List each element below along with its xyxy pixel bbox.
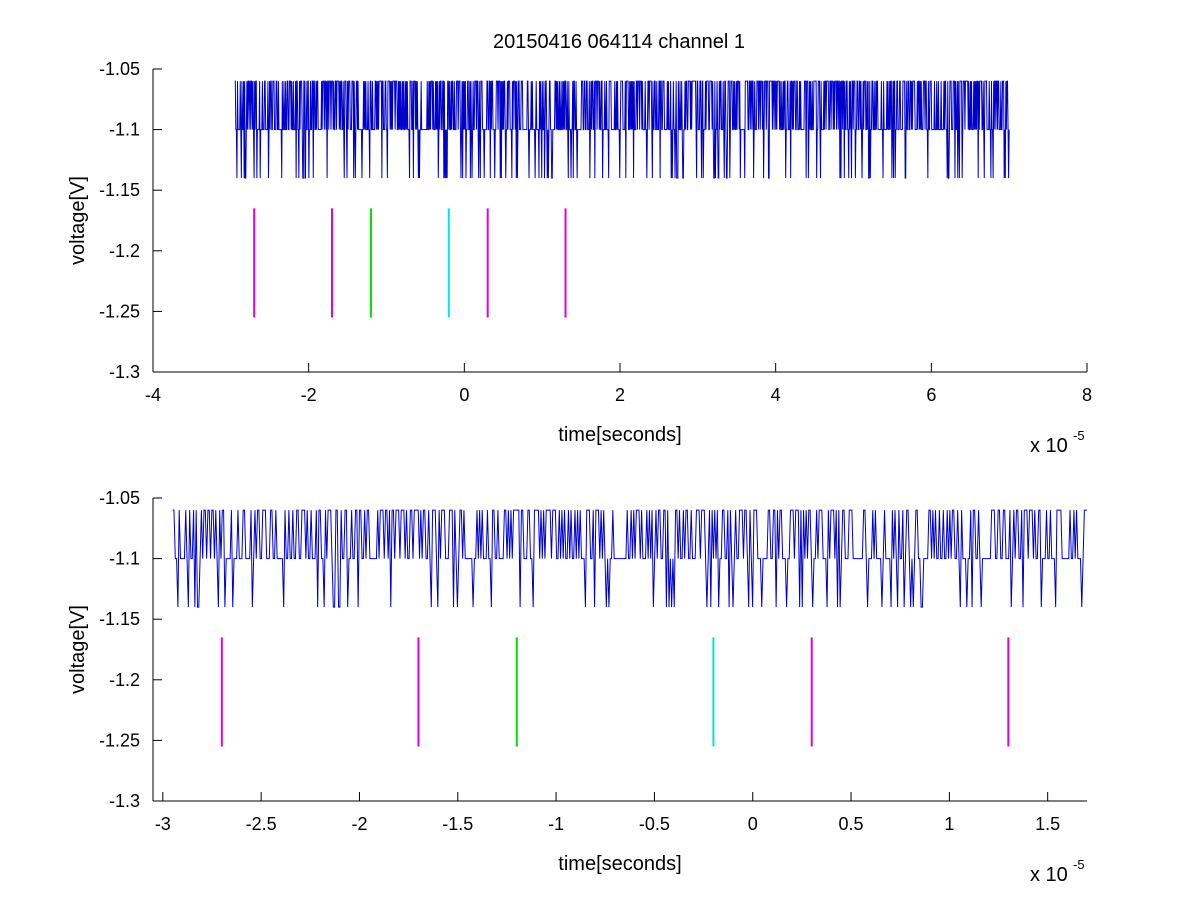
figure-title: 20150416 064114 channel 1	[493, 31, 745, 53]
x-tick-label: 4	[771, 385, 781, 405]
x-axis-label: time[seconds]	[558, 424, 681, 446]
y-tick-label: -1.2	[109, 241, 140, 261]
y-tick-label: -1.2	[109, 670, 140, 690]
x-axis-label: time[seconds]	[558, 853, 681, 875]
x-multiplier: x 10	[1030, 864, 1068, 886]
y-tick-label: -1.05	[99, 488, 140, 508]
x-multiplier: x 10	[1030, 435, 1068, 457]
x-tick-label: -0.5	[639, 814, 670, 834]
x-tick-label: 6	[926, 385, 936, 405]
y-axis-label: voltage[V]	[67, 605, 89, 694]
x-tick-label: 1	[944, 814, 954, 834]
axes-bottom: -3 -2.5 -2 -1.5 -1 -0.5 0 0.5 1 1.5 -1.3 -1.25 -1.2 -…	[67, 488, 1087, 886]
x-tick-label: 2	[615, 385, 625, 405]
x-tick-label: 8	[1082, 385, 1092, 405]
x-tick-label: 1.5	[1035, 814, 1060, 834]
x-tick-label: -2.5	[246, 814, 277, 834]
signal-line	[234, 80, 1010, 179]
x-tick-label: -1.5	[442, 814, 473, 834]
signal-line	[172, 509, 1087, 608]
x-tick-label: -1	[548, 814, 564, 834]
x-tick-label: 0	[748, 814, 758, 834]
y-tick-label: -1.15	[99, 609, 140, 629]
y-tick-label: -1.15	[99, 180, 140, 200]
y-tick-label: -1.1	[109, 120, 140, 140]
y-tick-label: -1.25	[99, 730, 140, 750]
x-tick-label: -2	[301, 385, 317, 405]
x-multiplier-exponent: -5	[1073, 857, 1085, 872]
y-tick-label: -1.05	[99, 59, 140, 79]
x-tick-label: 0.5	[839, 814, 864, 834]
y-tick-label: -1.3	[109, 791, 140, 811]
x-tick-label: -3	[155, 814, 171, 834]
y-tick-label: -1.25	[99, 301, 140, 321]
x-multiplier-exponent: -5	[1073, 428, 1085, 443]
y-axis-label: voltage[V]	[67, 176, 89, 265]
x-tick-label: -2	[351, 814, 367, 834]
y-tick-label: -1.1	[109, 549, 140, 569]
x-tick-label: 0	[459, 385, 469, 405]
axes-top: -4 -2 0 2 4 6 8 -1.3 -1.25 -1.2 -1.15 -1.1 -1.05 time…	[67, 59, 1092, 457]
x-tick-label: -4	[145, 385, 161, 405]
y-tick-label: -1.3	[109, 362, 140, 382]
